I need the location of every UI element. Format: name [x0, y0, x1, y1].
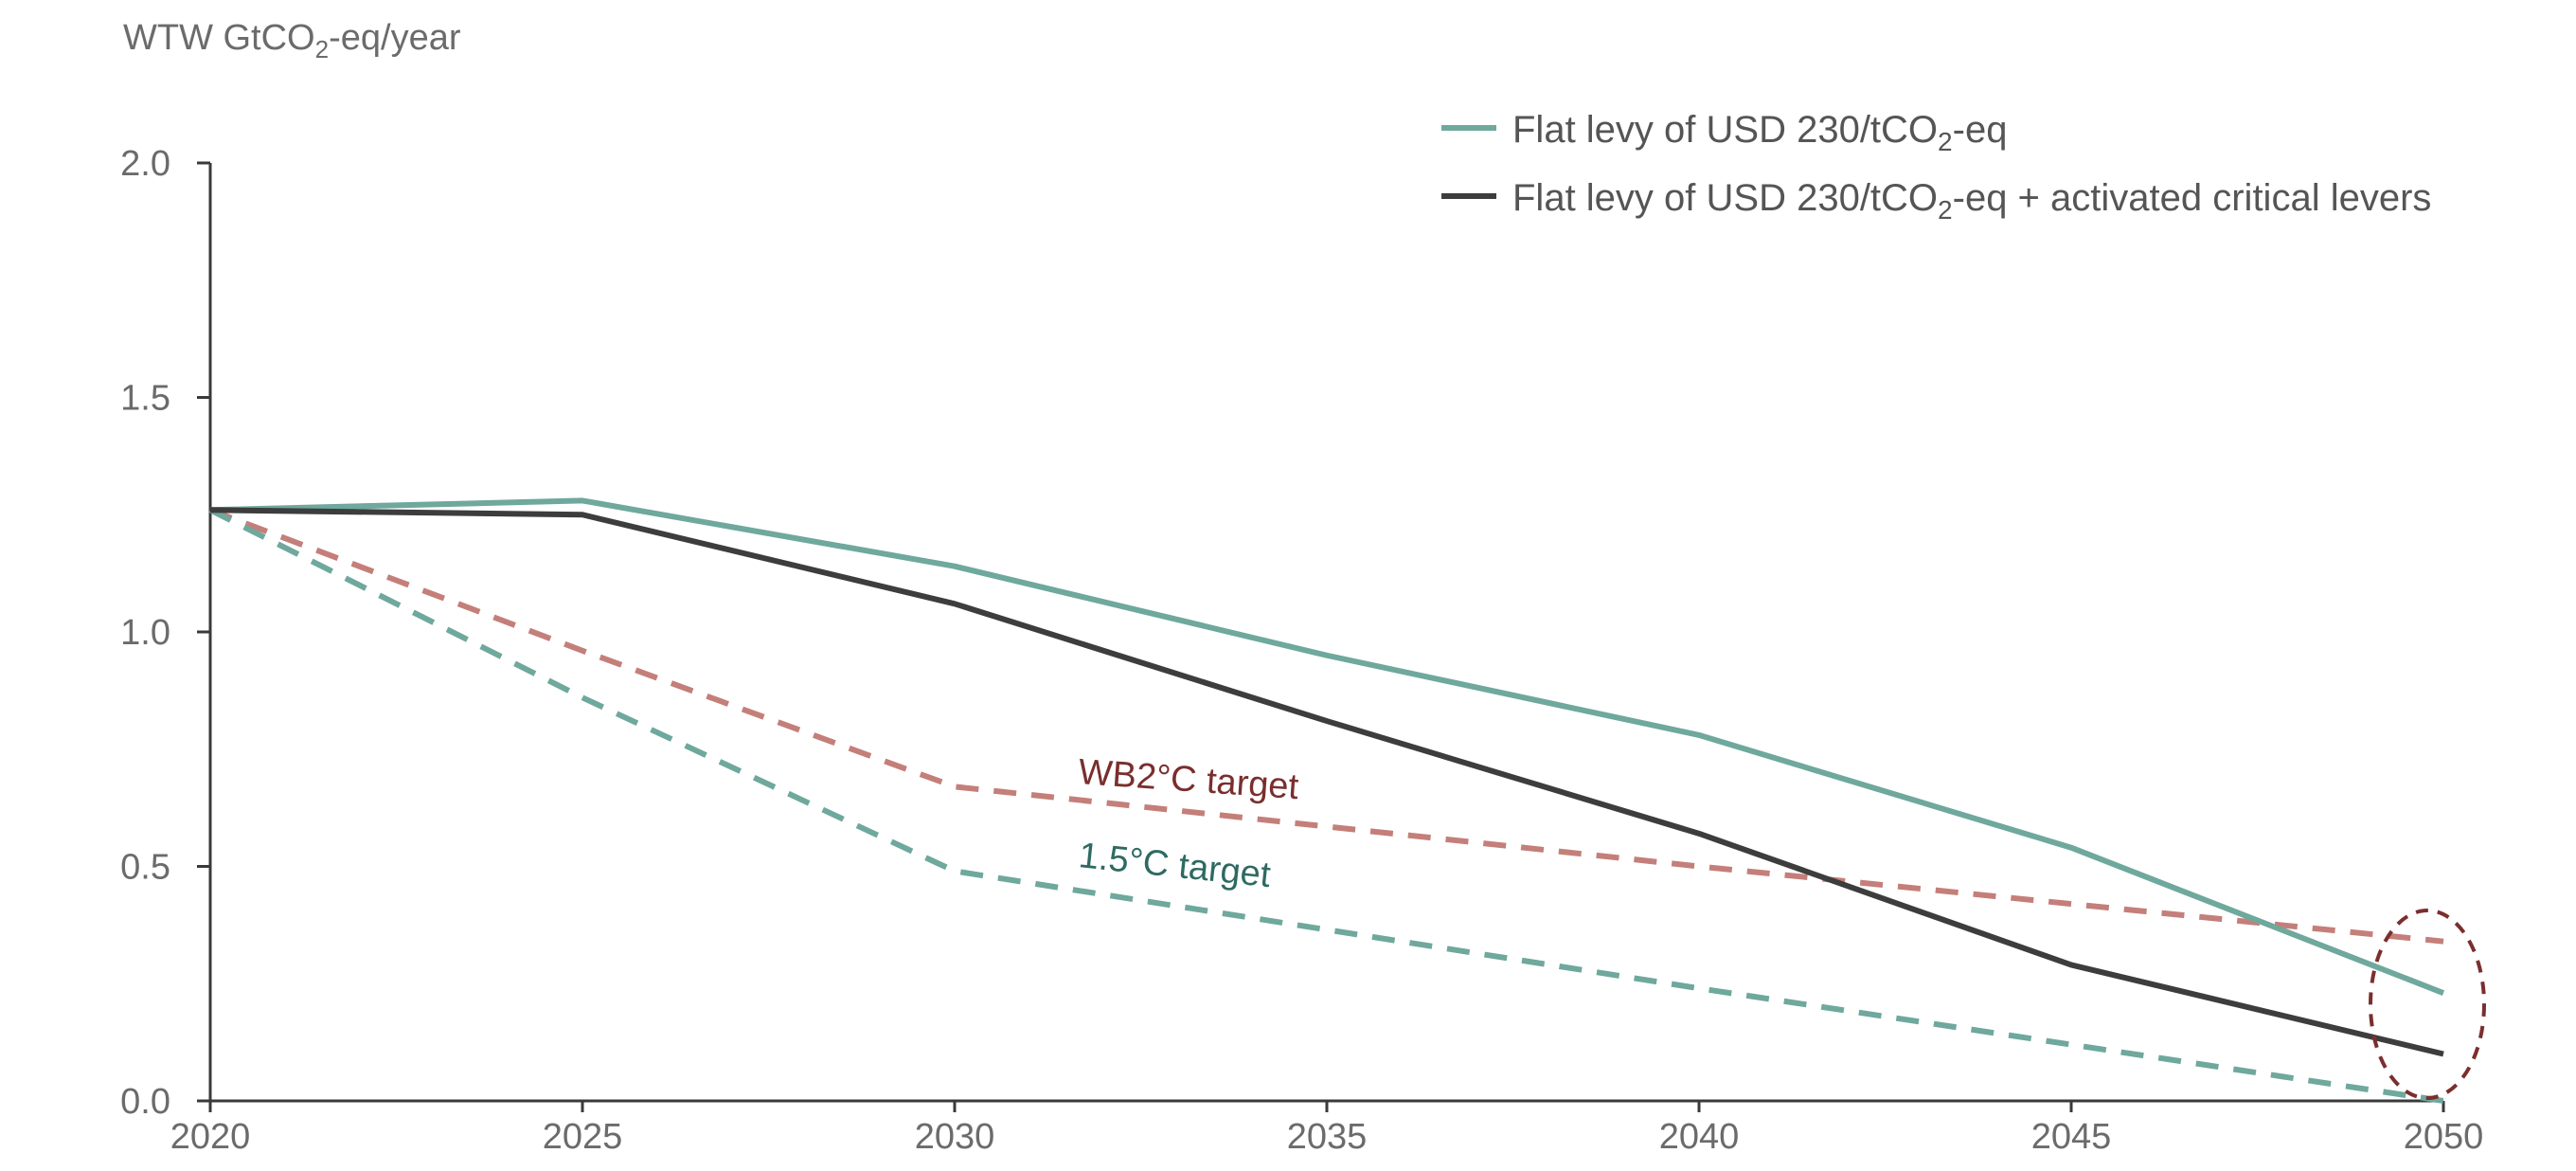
x-tick-label: 2040 [1659, 1117, 1740, 1157]
y-axis-title: WTW GtCO2-eq/year [123, 18, 461, 63]
y-tick-label: 1.0 [120, 613, 170, 653]
legend-label-flat-levy-prefix: Flat levy of USD 230/tCO [1512, 109, 1938, 151]
y-tick-label: 2.0 [120, 144, 170, 184]
highlight-ellipse-2050 [2369, 909, 2486, 1100]
x-tick-label: 2030 [915, 1117, 995, 1157]
legend-label-flat-levy-suffix: -eq [1953, 109, 2008, 151]
y-axis-title-prefix: WTW GtCO [123, 18, 315, 58]
legend-label-flat-levy-levers: Flat levy of USD 230/tCO2-eq + activated… [1512, 177, 2431, 225]
series-group [208, 497, 2445, 1104]
legend-label-flat-levy-sub: 2 [1938, 127, 1953, 156]
x-tick-label: 2050 [2404, 1117, 2484, 1157]
x-tick-label: 2035 [1287, 1117, 1368, 1157]
legend-label-flat-levy-levers-suffix: -eq + activated critical levers [1953, 177, 2432, 219]
x-tick-label: 2025 [543, 1117, 623, 1157]
legend-label-flat-levy-levers-sub: 2 [1938, 195, 1953, 225]
axes: 0.0 0.5 1.0 1.5 2.0 2020 2025 2030 2035 2040 2045 2… [120, 144, 2483, 1157]
series-line-wb2 [208, 507, 2444, 945]
series-line-one_five [208, 507, 2444, 1104]
y-tick-label: 0.0 [120, 1082, 170, 1122]
legend-label-flat-levy: Flat levy of USD 230/tCO2-eq [1512, 109, 2007, 156]
y-axis-title-suffix: -eq/year [329, 18, 461, 58]
wb2-target-label: WB2°C target [1077, 752, 1300, 807]
one-five-target-label: 1.5°C target [1077, 836, 1273, 895]
y-tick-label: 1.5 [120, 379, 170, 419]
series-line-flat_levy [209, 497, 2445, 996]
y-tick-label: 0.5 [120, 848, 170, 888]
series-line-flat_levy_levers [209, 507, 2444, 1057]
legend: Flat levy of USD 230/tCO2-eq Flat levy o… [1441, 109, 2431, 225]
x-tick-label: 2020 [170, 1117, 251, 1157]
legend-label-flat-levy-levers-prefix: Flat levy of USD 230/tCO [1512, 177, 1938, 219]
x-tick-label: 2045 [2031, 1117, 2112, 1157]
y-axis-title-sub: 2 [315, 35, 329, 63]
